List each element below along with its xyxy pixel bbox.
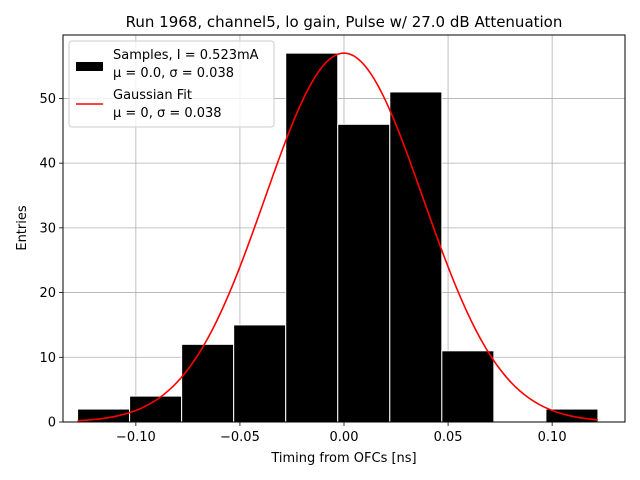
y-tick-label: 0 — [48, 416, 56, 431]
histogram-bar — [441, 350, 495, 423]
histogram-bar — [285, 52, 339, 423]
x-tick-label: 0.00 — [330, 430, 359, 445]
legend-fit-stats: μ = 0, σ = 0.038 — [113, 106, 222, 121]
y-tick-label: 50 — [39, 92, 56, 107]
legend: Samples, I = 0.523mA μ = 0.0, σ = 0.038 … — [68, 40, 275, 128]
histogram-bar — [389, 91, 443, 423]
chart-title: Run 1968, channel5, lo gain, Pulse w/ 27… — [126, 13, 563, 31]
x-axis-ticks: −0.10 −0.05 0.00 0.05 0.10 — [116, 422, 567, 445]
x-tick-label: −0.10 — [116, 430, 156, 445]
y-axis-label: Entries — [15, 205, 30, 251]
legend-samples-stats: μ = 0.0, σ = 0.038 — [113, 66, 234, 81]
x-tick-label: 0.05 — [434, 430, 463, 445]
y-axis-ticks: 0 10 20 30 40 50 — [39, 92, 63, 431]
histogram-bar — [233, 324, 287, 423]
y-tick-label: 10 — [39, 351, 56, 366]
y-tick-label: 30 — [39, 221, 56, 236]
histogram-bar — [181, 343, 235, 423]
gaussian-fit-curve — [77, 52, 599, 422]
y-tick-label: 40 — [39, 157, 56, 172]
x-tick-label: 0.10 — [538, 430, 567, 445]
legend-box — [68, 40, 275, 128]
histogram-bars — [77, 52, 599, 423]
histogram-bar — [337, 123, 391, 423]
legend-swatch-samples — [76, 62, 103, 71]
legend-fit-label: Gaussian Fit — [113, 88, 192, 103]
y-tick-label: 20 — [39, 286, 56, 301]
legend-samples-label: Samples, I = 0.523mA — [113, 48, 259, 63]
x-axis-label: Timing from OFCs [ns] — [270, 451, 416, 466]
x-tick-label: −0.05 — [220, 430, 260, 445]
gaussian-fit — [77, 52, 599, 422]
